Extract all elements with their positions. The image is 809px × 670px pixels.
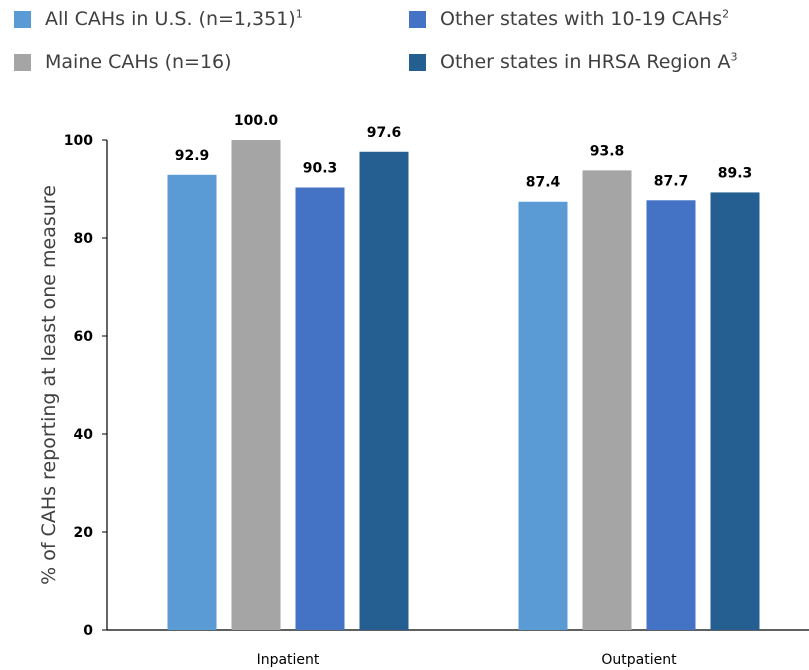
y-tick-label: 100 [64,133,93,149]
legend-swatch [14,10,31,28]
bar-value-label: 87.4 [526,175,561,191]
y-tick-label: 80 [74,231,94,247]
legend-swatch [409,53,426,71]
x-category-label: Inpatient [257,652,320,668]
legend-swatch [409,10,426,28]
legend-swatch [14,53,31,71]
legend-label: All CAHs in U.S. (n=1,351)1 [45,7,303,30]
legend-item-maine-cahs: Maine CAHs (n=16) [14,51,232,73]
y-tick-label: 20 [74,525,94,541]
bar-value-label: 90.3 [303,161,338,177]
bar [295,187,345,630]
bar-value-label: 97.6 [367,125,402,141]
bar-value-label: 89.3 [718,165,753,181]
y-tick-label: 60 [74,329,94,345]
y-tick-label: 0 [83,623,93,639]
bar-value-label: 92.9 [175,148,210,164]
y-tick-label: 40 [74,427,94,443]
bar [710,192,760,630]
y-axis-title: % of CAHs reporting at least one measure [38,185,60,585]
legend-item-all-cahs: All CAHs in U.S. (n=1,351)1 [14,8,303,30]
bar [582,170,632,630]
bar [167,174,217,631]
bar-value-label: 93.8 [590,143,625,159]
x-category-label: Outpatient [601,652,677,668]
bar [646,200,696,630]
legend-label: Other states with 10-19 CAHs2 [440,7,730,30]
bar-value-label: 100.0 [234,113,279,129]
legend-label: Other states in HRSA Region A3 [440,50,738,73]
legend-item-hrsa-region-a: Other states in HRSA Region A3 [409,51,737,73]
bar-value-label: 87.7 [654,173,689,189]
legend-item-other-states-10-19: Other states with 10-19 CAHs2 [409,8,729,30]
bar [359,151,409,630]
legend-label: Maine CAHs (n=16) [45,51,232,73]
bar [518,201,568,631]
bar [231,140,281,630]
